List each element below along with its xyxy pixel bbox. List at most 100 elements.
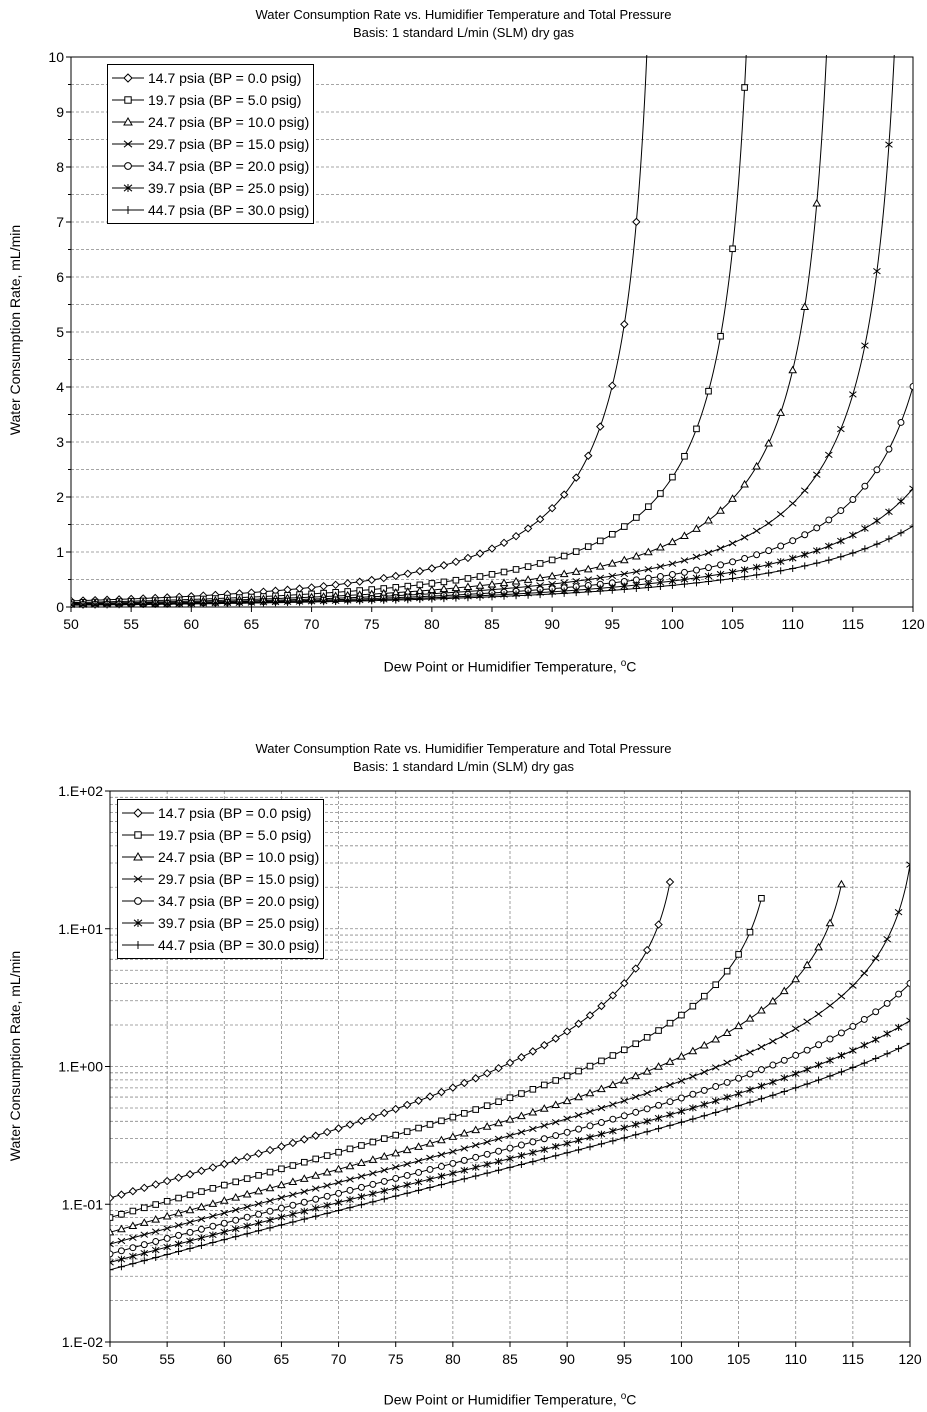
chart2-data-point (620, 1046, 628, 1054)
chart2-data-point (255, 1172, 262, 1179)
chart2-data-point (391, 1104, 400, 1114)
chart2-data-point (552, 1077, 560, 1084)
chart2-data-point (552, 1132, 560, 1140)
chart2-data-point (791, 974, 801, 983)
chart2-data-point (552, 1152, 560, 1160)
chart2-data-point (266, 1168, 274, 1176)
chart2-data-point (110, 1258, 114, 1266)
chart2-data-point (118, 1210, 125, 1218)
chart2-data-point (472, 1172, 480, 1180)
chart2-data-point (369, 1190, 377, 1198)
chart2-data-point (186, 1219, 194, 1226)
chart2-data-point (883, 1050, 891, 1058)
chart2-data-point (483, 1138, 491, 1146)
chart2-data-point (288, 1177, 298, 1185)
chart2-data-point (163, 1251, 171, 1259)
chart1-x-tick-label: 110 (782, 616, 805, 632)
chart2-series-line (110, 898, 762, 1219)
chart2-data-point (540, 1135, 548, 1143)
chart1-data-point (837, 537, 845, 545)
chart2-data-point (334, 1179, 343, 1186)
chart2-data-point (209, 1185, 217, 1192)
chart1-legend-label: 19.7 psia (BP = 5.0 psig) (148, 92, 302, 108)
chart2-data-point (734, 1090, 743, 1098)
chart1-data-point (800, 302, 810, 311)
chart2-data-point (323, 1182, 331, 1189)
chart2-data-point (814, 1010, 823, 1018)
chart2-data-point (529, 1149, 537, 1157)
chart2-data-point (128, 1221, 138, 1230)
chart2-data-point (746, 928, 754, 936)
chart2-data-point (723, 967, 731, 975)
chart2-data-point (849, 1064, 857, 1072)
chart1-data-point (741, 555, 749, 562)
chart1-data-point (717, 561, 725, 569)
chart2-data-point (415, 1168, 423, 1176)
chart1-data-point (873, 517, 881, 525)
chart1-data-point (729, 574, 737, 582)
chart2-data-point (483, 1160, 491, 1168)
chart2-data-point (849, 1022, 857, 1030)
chart1-data-point (668, 537, 677, 546)
chart2-data-point (117, 1190, 126, 1199)
chart2-data-point (277, 1204, 285, 1212)
chart2-data-point (117, 1237, 126, 1245)
chart2-data-point (117, 1224, 126, 1233)
chart2-data-point (209, 1212, 217, 1220)
chart1-data-point (535, 515, 545, 524)
chart2-data-point (323, 1152, 331, 1159)
chart2-data-point (643, 1128, 651, 1136)
chart1-data-point (463, 553, 473, 563)
chart2-x-tick-label: 105 (727, 1351, 751, 1367)
chart2-data-point (140, 1249, 149, 1257)
chart2-data-point (837, 1052, 846, 1059)
chart1-data-point (776, 408, 786, 416)
chart2-data-point (289, 1162, 297, 1169)
chart2-data-point (437, 1162, 445, 1170)
chart2-y-tick-label: 1.E+00 (58, 1059, 103, 1075)
chart2-data-point (608, 991, 618, 1000)
chart1-data-point (583, 564, 593, 573)
chart2-data-point (277, 1221, 285, 1229)
chart2-data-point (872, 1055, 880, 1062)
chart2-data-point (472, 1153, 480, 1161)
chart1-data-point (608, 381, 617, 390)
chart2-data-point (254, 1219, 263, 1227)
chart2-data-point (288, 1138, 298, 1148)
chart2-data-point (220, 1219, 228, 1227)
chart2-data-point (563, 1149, 571, 1157)
chart2-data-point (403, 1128, 411, 1135)
chart2-data-point (129, 1207, 137, 1215)
chart2-x-tick-label: 65 (274, 1351, 290, 1367)
chart1-x-tick-label: 65 (244, 616, 260, 632)
chart1-data-point (428, 595, 436, 603)
chart1-data-point (741, 573, 749, 581)
chart2-data-point (185, 1170, 195, 1179)
chart2-data-point (345, 1161, 355, 1170)
chart1-data-point (596, 587, 604, 595)
chart2-data-point (540, 1155, 548, 1163)
chart1-data-point (451, 557, 461, 567)
chart1-xlabel: Dew Point or Humidifier Temperature, oC (110, 658, 910, 675)
chart2-data-point (402, 1100, 412, 1110)
chart2-data-point (151, 1180, 160, 1189)
chart2-data-point (814, 1061, 823, 1069)
chart2-data-point (483, 1102, 491, 1109)
chart2-data-point (448, 1132, 458, 1140)
chart2-data-point (562, 1027, 572, 1036)
chart2-data-point (505, 1058, 515, 1068)
chart2-x-tick-label: 75 (388, 1351, 404, 1367)
chart2-data-point (689, 1104, 697, 1112)
chart2-data-point (152, 1254, 160, 1262)
chart2-data-point (517, 1111, 526, 1120)
chart1-y-tick-label: 4 (56, 379, 64, 395)
chart2-data-point (391, 1184, 400, 1192)
chart1-x-tick-label: 70 (304, 616, 320, 632)
chart2-data-point (529, 1125, 537, 1133)
chart2-data-point (609, 1101, 617, 1108)
chart1-data-point (873, 540, 881, 548)
chart2-data-point (346, 1196, 354, 1204)
chart2-data-point (266, 1224, 274, 1232)
chart2-data-point (826, 1002, 834, 1009)
chart2-data-point (711, 1034, 721, 1043)
